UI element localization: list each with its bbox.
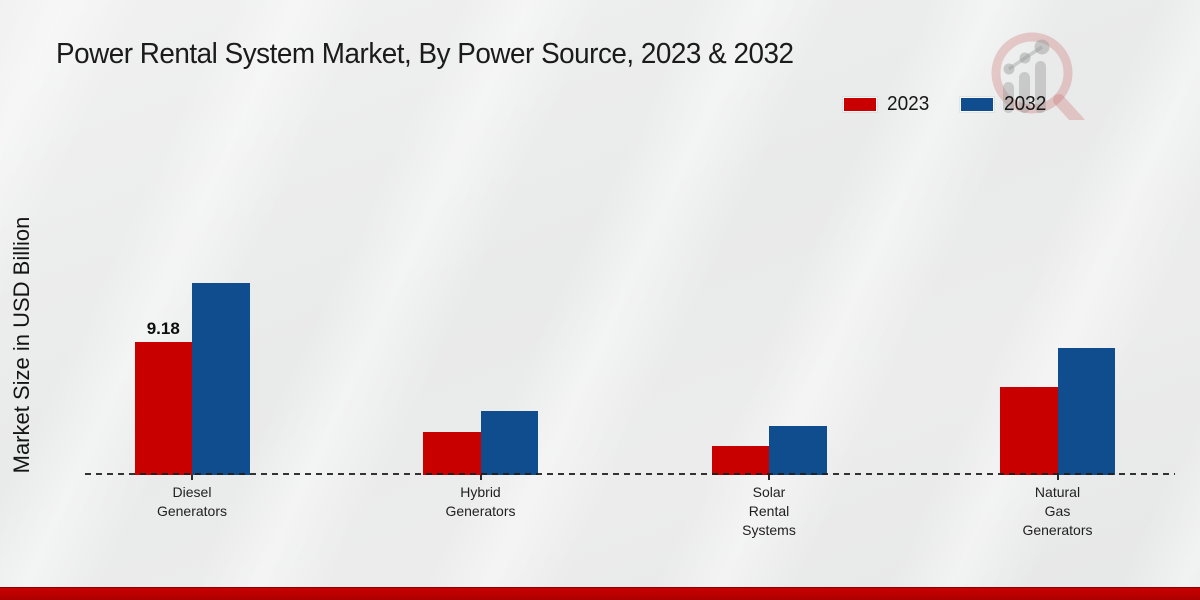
x-axis-tick-natural-gas-generators (1056, 475, 1059, 480)
bar-2032-hybrid-generators (480, 410, 538, 475)
bar-value-label: 9.18 (146, 319, 180, 338)
legend: 2023 2032 (843, 93, 1048, 116)
x-axis-category-label-diesel-generators: Diesel Generators (156, 484, 228, 519)
x-axis-category-label-hybrid-generators: Hybrid Generators (445, 484, 516, 519)
legend-item-2023: 2023 (843, 93, 932, 116)
legend-swatch-2023 (843, 97, 877, 112)
legend-label-2023: 2023 (887, 93, 930, 115)
bar-2023-natural-gas-generators (1000, 386, 1058, 475)
bar-2023-diesel-generators (134, 342, 192, 475)
x-axis-line (85, 473, 1175, 475)
legend-item-2032: 2032 (959, 93, 1049, 116)
bar-2032-diesel-generators (192, 283, 250, 475)
footer-bar (0, 587, 1200, 600)
bar-2023-solar-rental-systems (711, 446, 769, 475)
chart-title: Power Rental System Market, By Power Sou… (56, 38, 794, 70)
x-axis-tick-solar-rental-systems (768, 475, 770, 480)
x-axis-category-label-natural-gas-generators: Natural Gas Generators (1022, 484, 1093, 538)
bar-2023-hybrid-generators (423, 431, 481, 475)
bar-2032-solar-rental-systems (769, 425, 827, 475)
x-axis-category-label-solar-rental-systems: Solar Rental Systems (742, 484, 796, 538)
legend-label-2032: 2032 (1003, 93, 1046, 115)
x-axis-tick-diesel-generators (191, 475, 193, 480)
bar-2032-natural-gas-generators (1057, 347, 1115, 475)
magnifier-bar-chart-logo-icon (991, 32, 1085, 120)
x-axis-tick-hybrid-generators (479, 475, 482, 480)
legend-swatch-2032 (959, 97, 994, 112)
